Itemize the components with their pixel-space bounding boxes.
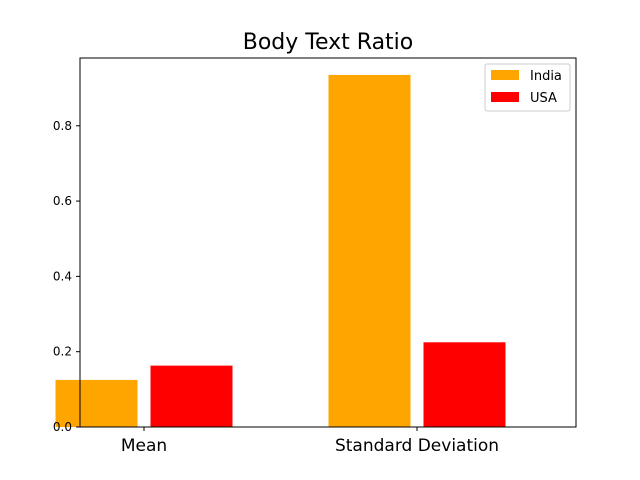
bar-india-mean	[55, 379, 138, 427]
legend-swatch-india	[491, 70, 519, 80]
y-tick-label: 0.0	[53, 420, 72, 434]
plot-area	[55, 74, 506, 427]
chart-title: Body Text Ratio	[243, 30, 414, 55]
y-tick-label: 0.6	[53, 194, 72, 208]
y-tick-label: 0.4	[53, 269, 72, 283]
x-axis: Mean Standard Deviation	[121, 427, 499, 456]
axes-frame	[79, 57, 577, 428]
bar-usa-mean	[150, 365, 233, 427]
legend-label-usa: USA	[530, 91, 557, 106]
legend-swatch-usa	[491, 92, 519, 102]
y-tick-label: 0.2	[53, 345, 72, 359]
legend: India USA	[484, 63, 571, 112]
bar-usa-standard-deviation	[423, 342, 506, 427]
bar-india-standard-deviation	[328, 74, 411, 427]
x-tick-label: Mean	[121, 436, 167, 456]
y-axis: 0.0 0.2 0.4 0.6 0.8	[53, 119, 80, 434]
legend-label-india: India	[530, 69, 562, 84]
x-tick-label: Standard Deviation	[335, 436, 499, 456]
y-tick-label: 0.8	[53, 119, 72, 133]
